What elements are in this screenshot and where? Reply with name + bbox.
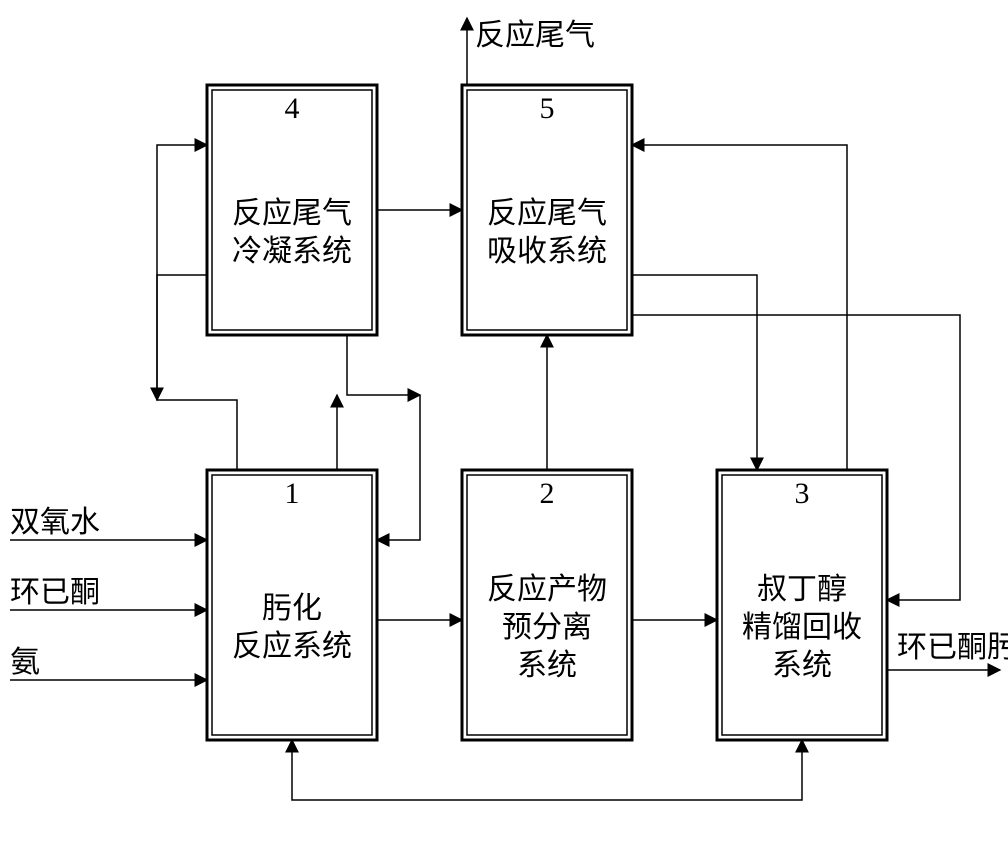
block-b4-line1: 冷凝系统 (232, 235, 352, 268)
block-b5-line0: 反应尾气 (487, 197, 607, 230)
line-b4-down-branch (347, 335, 420, 395)
block-b1-num: 1 (285, 477, 300, 510)
line-bottom-recycle (292, 740, 802, 800)
block-b5-line1: 吸收系统 (487, 235, 607, 268)
line-b1-to-b4-left (157, 145, 237, 470)
block-b5-num: 5 (540, 92, 555, 125)
block-b1-line0: 肟化 (262, 592, 322, 625)
block-b4-num: 4 (285, 92, 300, 125)
block-b3-line1: 精馏回收 (742, 611, 862, 644)
input-label-i1: 双氧水 (10, 506, 100, 539)
line-b5-far-right-to-b3 (632, 315, 960, 600)
block-b2-line1: 预分离 (502, 611, 592, 644)
output-top-label: 反应尾气 (475, 19, 595, 52)
block-b3-line0: 叔丁醇 (757, 573, 847, 606)
block-b2-line2: 系统 (517, 649, 577, 682)
block-b4-line0: 反应尾气 (232, 197, 352, 230)
line-b4-left-down (157, 275, 207, 400)
block-b3-num: 3 (795, 477, 810, 510)
line-b5-to-b3-lower (632, 275, 757, 470)
input-label-i2: 环已酮 (10, 576, 100, 609)
line-branch-to-b1 (377, 395, 420, 540)
block-b2-line0: 反应产物 (487, 573, 607, 606)
output-right-label: 环已酮肟水 (897, 631, 1008, 664)
line-b3-to-b5-upper (632, 145, 847, 470)
block-b3-line2: 系统 (772, 649, 832, 682)
block-b1-line1: 反应系统 (232, 630, 352, 663)
block-b2-num: 2 (540, 477, 555, 510)
input-label-i3: 氨 (10, 646, 40, 679)
